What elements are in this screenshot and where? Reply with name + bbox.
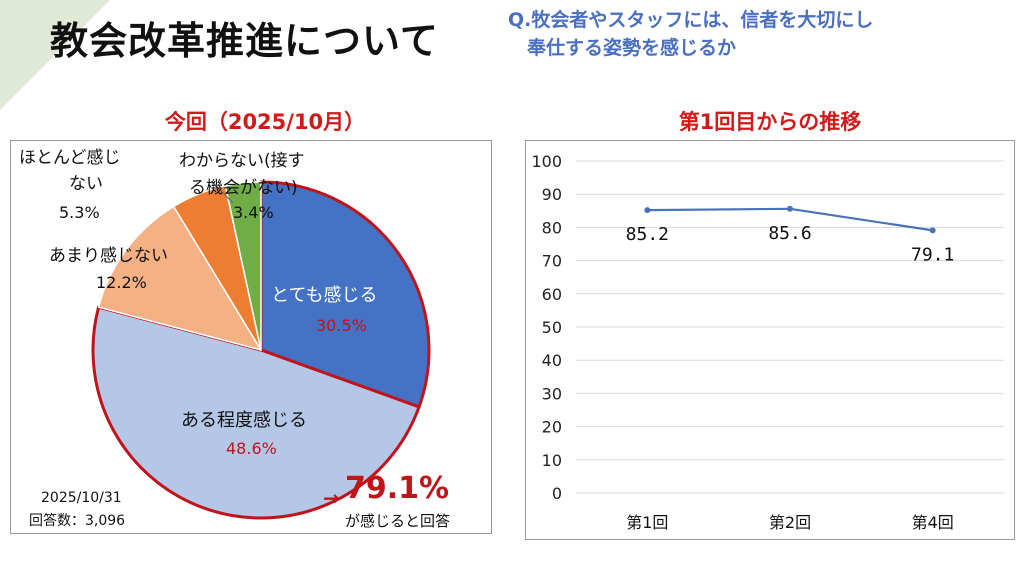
slice-value-unknown: 3.4% xyxy=(233,203,274,222)
data-label: 85.6 xyxy=(768,223,811,244)
arrow-icon: → xyxy=(323,486,340,510)
pie-slice-some xyxy=(91,305,421,520)
slice-label-strong: とても感じる xyxy=(271,285,378,306)
data-label: 79.1 xyxy=(911,244,954,265)
survey-question: Q.牧会者やスタッフには、信者を大切にし 奉仕する姿勢を感じるか xyxy=(508,6,873,62)
y-tick-label: 80 xyxy=(542,218,562,237)
y-tick-label: 20 xyxy=(542,418,562,437)
line-subtitle: 第1回目からの推移 xyxy=(678,110,862,134)
leader-line xyxy=(210,180,234,204)
slice-value-some: 48.6% xyxy=(226,439,277,458)
pie-subtitle: 今回（2025/10月） xyxy=(164,110,366,134)
data-point xyxy=(644,207,651,214)
x-category-label: 第2回 xyxy=(769,513,811,532)
y-tick-label: 70 xyxy=(542,252,562,271)
respondent-count: 回答数：3,096 xyxy=(29,513,126,529)
y-tick-label: 30 xyxy=(542,384,562,403)
slice-value-strong: 30.5% xyxy=(316,316,367,335)
line-chart-panel: 0 10 20 30 40 50 60 70 80 90 100 85.2 85.6 79.1 第1回 第… xyxy=(525,140,1015,540)
y-tick-label: 90 xyxy=(542,185,562,204)
pie-chart-panel: とても感じる 30.5% ある程度感じる 48.6% あまり感じない 12.2%… xyxy=(10,140,492,534)
y-tick-label: 10 xyxy=(542,451,562,470)
data-point xyxy=(929,227,936,234)
page-title: 教会改革推進について xyxy=(50,19,439,63)
question-line-2: 奉仕する姿勢を感じるか xyxy=(508,37,737,59)
y-tick-label: 40 xyxy=(542,351,562,370)
corner-decoration xyxy=(0,0,110,110)
slice-label-none-1: ほとんど感じ xyxy=(19,148,121,168)
slice-label-unknown-1: わからない(接す xyxy=(179,151,305,171)
line-chart: 0 10 20 30 40 50 60 70 80 90 100 85.2 85.6 79.1 第1回 第… xyxy=(531,152,1004,532)
slice-label-little: あまり感じない xyxy=(49,246,168,266)
y-tick-label: 50 xyxy=(542,318,562,337)
slice-label-unknown-2: る機会がない) xyxy=(189,178,298,198)
data-point xyxy=(787,205,793,212)
question-line-1: Q.牧会者やスタッフには、信者を大切にし xyxy=(508,9,874,31)
x-category-label: 第1回 xyxy=(626,513,668,532)
slice-label-some: ある程度感じる xyxy=(181,410,307,431)
survey-date: 2025/10/31 xyxy=(41,490,122,506)
x-category-label: 第4回 xyxy=(912,513,954,532)
pie-chart xyxy=(91,180,431,520)
summary-text: が感じると回答 xyxy=(345,512,451,530)
summary-percent: 79.1% xyxy=(345,471,450,506)
slice-value-little: 12.2% xyxy=(96,273,147,292)
y-tick-label: 60 xyxy=(542,285,562,304)
slice-value-none: 5.3% xyxy=(59,203,100,222)
slice-label-none-2: ない xyxy=(69,174,103,194)
pie-slice-little xyxy=(97,205,262,351)
y-tick-label: 0 xyxy=(552,484,562,503)
pie-slice-strong xyxy=(259,180,431,409)
y-tick-label: 100 xyxy=(531,152,562,171)
data-label: 85.2 xyxy=(626,224,669,245)
pie-slice-unknown xyxy=(224,181,262,351)
